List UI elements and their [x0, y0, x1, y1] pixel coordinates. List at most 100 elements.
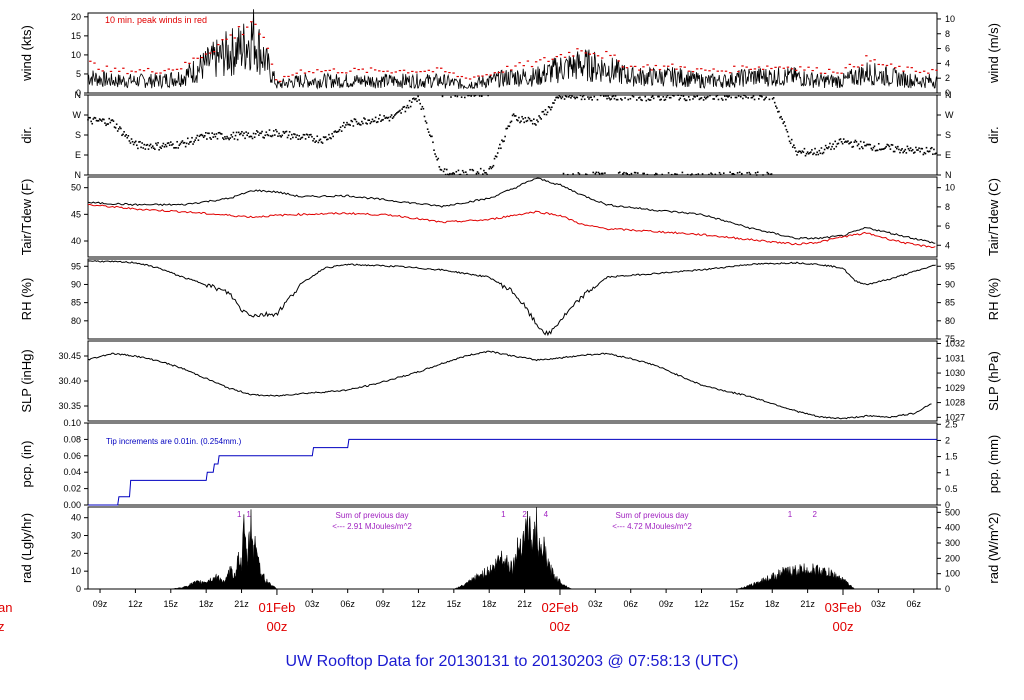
dir-point	[384, 117, 386, 119]
dir-point	[388, 119, 391, 122]
dir-point	[188, 143, 190, 145]
dir-point	[780, 115, 782, 118]
dir-point	[760, 95, 762, 97]
dir-point	[480, 95, 483, 97]
dir-point	[679, 97, 682, 100]
dir-frame	[87, 94, 938, 176]
dir-point	[847, 140, 849, 142]
dir-point	[618, 171, 621, 174]
dir-point	[624, 97, 626, 99]
dir-point	[653, 174, 656, 176]
dir-point	[171, 144, 173, 146]
dir-point	[751, 96, 754, 99]
dir-point	[275, 128, 277, 131]
dir-point	[613, 97, 616, 100]
dir-point	[839, 138, 842, 140]
dir-point	[130, 138, 133, 140]
dir-point	[335, 131, 338, 133]
dir-point	[294, 133, 296, 136]
dir-point	[191, 136, 193, 139]
dir-point	[686, 173, 689, 176]
dir-point	[216, 137, 219, 140]
dir-point	[880, 148, 882, 151]
dir-point	[244, 137, 246, 140]
dir-point	[774, 105, 777, 108]
dir-point	[122, 133, 124, 136]
dir-point	[385, 116, 388, 119]
dir-point	[919, 150, 921, 153]
dir-point	[196, 134, 199, 137]
dir-point	[202, 136, 205, 139]
dir-point	[433, 149, 435, 152]
dir-point	[217, 132, 220, 134]
dir-point	[392, 115, 395, 118]
dir-point	[326, 138, 328, 141]
dir-point	[426, 128, 429, 131]
dir-point	[901, 147, 903, 150]
dir-point	[933, 148, 935, 151]
slp-right-tick-label: 1028	[945, 398, 965, 408]
dir-point	[665, 96, 668, 98]
dir-point	[873, 145, 876, 148]
dir-point	[89, 116, 91, 119]
dir-point	[258, 134, 260, 136]
dir-point	[758, 98, 760, 100]
dir-point	[823, 148, 826, 151]
dir-point	[506, 127, 509, 130]
dir-point	[327, 138, 329, 141]
dir-point	[105, 124, 107, 127]
dir-point	[509, 121, 512, 124]
dir-point	[600, 172, 603, 175]
dir-point	[351, 120, 354, 123]
dir-point	[821, 152, 824, 155]
dir-point	[153, 147, 155, 149]
dir-point	[584, 173, 587, 176]
temp-ylabel-right: Tair/Tdew (C)	[986, 178, 1001, 256]
dir-point	[251, 137, 254, 140]
dir-point	[265, 131, 268, 133]
dir-point	[522, 118, 524, 120]
dir-point	[420, 108, 423, 110]
dir-point	[389, 116, 392, 118]
dir-point	[525, 120, 528, 123]
dir-point	[800, 152, 803, 154]
dir-point	[729, 171, 731, 174]
dir-point	[848, 142, 850, 145]
dir-point	[404, 110, 407, 113]
dir-point	[777, 111, 779, 113]
dir-point	[916, 149, 918, 151]
dir-point	[543, 113, 546, 116]
rad-ylabel-left: rad (Lgly/hr)	[19, 513, 34, 583]
dir-point	[184, 145, 187, 148]
dir-point	[675, 173, 677, 176]
dir-point	[511, 114, 514, 117]
dir-point	[172, 143, 174, 145]
dir-point	[672, 94, 674, 97]
dir-point	[796, 154, 798, 156]
dir-point	[271, 134, 274, 137]
dir-point	[332, 135, 334, 138]
dir-point	[215, 133, 218, 135]
dir-point	[237, 131, 240, 134]
dir-point	[666, 94, 669, 97]
dir-point	[592, 171, 595, 174]
dir-point	[413, 97, 415, 100]
dir-point	[921, 147, 924, 150]
dir-point	[807, 152, 810, 155]
dir-point	[581, 95, 584, 98]
dir-point	[788, 140, 791, 143]
dir-point	[139, 140, 141, 143]
dir-point	[359, 124, 362, 126]
dir-point	[691, 173, 693, 175]
dir-point	[209, 136, 211, 139]
dir-ylabel-right: dir.	[986, 126, 1001, 143]
dir-point	[535, 124, 537, 126]
slp-left-tick-label: 30.40	[58, 376, 81, 386]
dir-point	[710, 172, 712, 174]
dir-point	[603, 95, 605, 97]
dir-point	[431, 135, 433, 138]
dir-point	[353, 118, 356, 120]
x-tick-label: 09z	[376, 599, 391, 609]
dir-point	[826, 147, 829, 150]
